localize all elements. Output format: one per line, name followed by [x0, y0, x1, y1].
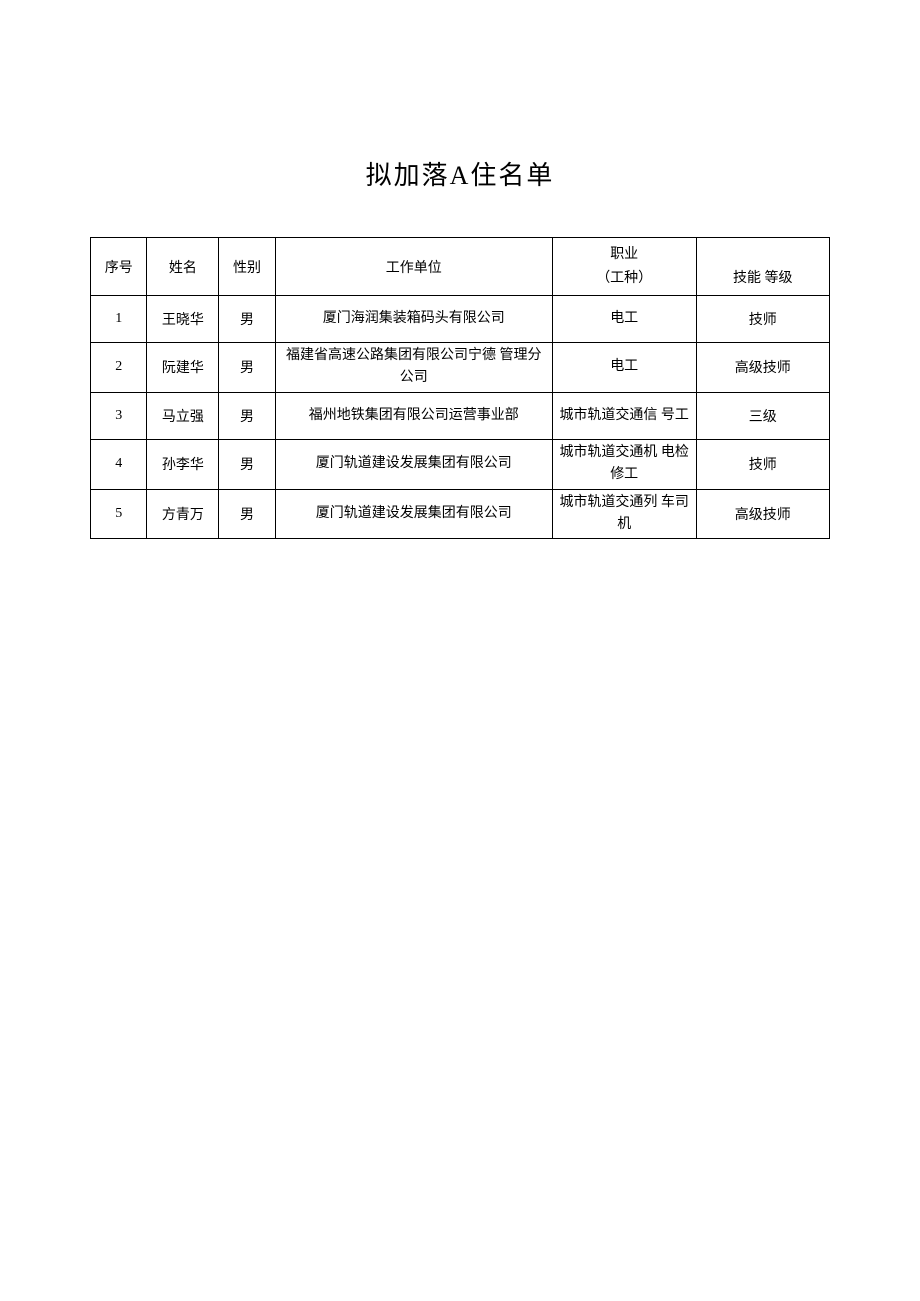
cell-occupation: 电工	[552, 296, 696, 343]
header-occupation-l2: （工种）	[596, 271, 652, 286]
cell-seq: 1	[91, 296, 147, 343]
cell-seq: 3	[91, 392, 147, 439]
cell-gender: 男	[219, 392, 275, 439]
header-occupation: 职业 （工种）	[552, 238, 696, 296]
cell-occupation: 城市轨道交通机 电检修工	[552, 439, 696, 489]
cell-skill: 技师	[696, 296, 829, 343]
header-gender: 性别	[219, 238, 275, 296]
table-row: 1 王晓华 男 厦门海润集装箱码头有限公司 电工 技师	[91, 296, 830, 343]
cell-occupation: 城市轨道交通列 车司机	[552, 489, 696, 539]
cell-workplace: 厦门轨道建设发展集团有限公司	[275, 439, 552, 489]
cell-gender: 男	[219, 343, 275, 393]
cell-workplace: 厦门海润集装箱码头有限公司	[275, 296, 552, 343]
header-seq: 序号	[91, 238, 147, 296]
document-title: 拟加落A住名单	[0, 155, 920, 192]
cell-workplace: 福州地铁集团有限公司运营事业部	[275, 392, 552, 439]
table-row: 4 孙李华 男 厦门轨道建设发展集团有限公司 城市轨道交通机 电检修工 技师	[91, 439, 830, 489]
cell-skill: 三级	[696, 392, 829, 439]
header-workplace: 工作单位	[275, 238, 552, 296]
cell-skill: 高级技师	[696, 343, 829, 393]
cell-seq: 4	[91, 439, 147, 489]
table-header-row: 序号 姓名 性别 工作单位 职业 （工种） 技能 等级	[91, 238, 830, 296]
cell-skill: 高级技师	[696, 489, 829, 539]
cell-skill: 技师	[696, 439, 829, 489]
cell-gender: 男	[219, 296, 275, 343]
cell-occupation: 城市轨道交通信 号工	[552, 392, 696, 439]
table-row: 2 阮建华 男 福建省高速公路集团有限公司宁德 管理分公司 电工 高级技师	[91, 343, 830, 393]
cell-name: 王晓华	[147, 296, 219, 343]
table-body: 1 王晓华 男 厦门海润集装箱码头有限公司 电工 技师 2 阮建华 男 福建省高…	[91, 296, 830, 539]
cell-name: 阮建华	[147, 343, 219, 393]
cell-workplace: 厦门轨道建设发展集团有限公司	[275, 489, 552, 539]
table-row: 3 马立强 男 福州地铁集团有限公司运营事业部 城市轨道交通信 号工 三级	[91, 392, 830, 439]
header-skill: 技能 等级	[696, 238, 829, 296]
cell-gender: 男	[219, 439, 275, 489]
cell-name: 方青万	[147, 489, 219, 539]
table-row: 5 方青万 男 厦门轨道建设发展集团有限公司 城市轨道交通列 车司机 高级技师	[91, 489, 830, 539]
cell-name: 马立强	[147, 392, 219, 439]
cell-seq: 2	[91, 343, 147, 393]
cell-gender: 男	[219, 489, 275, 539]
header-name: 姓名	[147, 238, 219, 296]
roster-table: 序号 姓名 性别 工作单位 职业 （工种） 技能 等级 1 王晓华 男 厦门海润…	[90, 237, 830, 539]
cell-workplace: 福建省高速公路集团有限公司宁德 管理分公司	[275, 343, 552, 393]
header-occupation-l1: 职业	[610, 247, 638, 262]
cell-occupation: 电工	[552, 343, 696, 393]
cell-name: 孙李华	[147, 439, 219, 489]
cell-seq: 5	[91, 489, 147, 539]
